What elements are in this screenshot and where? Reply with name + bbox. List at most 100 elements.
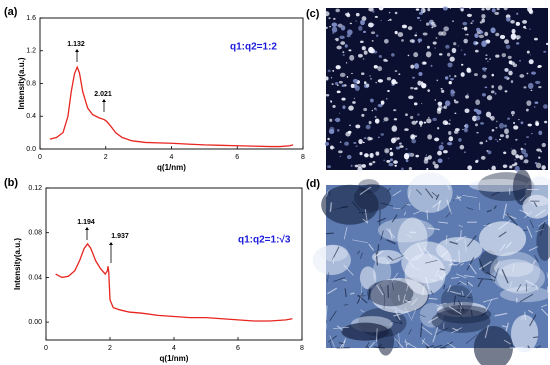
fiber	[425, 188, 434, 199]
crystal	[534, 101, 539, 104]
crystal	[527, 6, 533, 12]
crystal	[474, 49, 479, 53]
crystal	[398, 73, 401, 75]
crystal	[454, 100, 459, 104]
crystal	[423, 121, 427, 124]
crystal	[513, 125, 519, 130]
crystal	[536, 148, 542, 152]
fiber	[367, 288, 371, 301]
crystal	[481, 18, 485, 23]
crystal	[425, 154, 428, 156]
crystal	[462, 21, 468, 26]
crystal	[475, 41, 479, 45]
fiber	[524, 311, 526, 321]
x-tick-label: 8	[301, 154, 305, 161]
crystal	[516, 37, 519, 40]
crystal	[466, 33, 469, 36]
crystal	[489, 116, 492, 119]
fiber	[412, 210, 422, 215]
shade	[496, 262, 546, 294]
crystal	[416, 16, 420, 19]
fiber	[465, 334, 477, 344]
crystal	[476, 131, 479, 134]
crystal	[388, 11, 391, 14]
fiber	[426, 344, 435, 349]
crystal	[507, 55, 512, 60]
fiber	[325, 232, 334, 235]
crystal	[443, 105, 448, 109]
crystal	[405, 113, 408, 117]
shade	[512, 169, 532, 206]
arrow-head	[75, 49, 79, 52]
crystal	[418, 11, 423, 15]
fiber	[497, 219, 511, 231]
crystal	[450, 91, 455, 97]
crystal	[463, 38, 468, 44]
crystal	[444, 76, 449, 80]
fiber	[535, 228, 544, 233]
crystal	[369, 98, 374, 103]
fiber	[533, 201, 538, 207]
crystal	[421, 82, 427, 89]
crystal	[447, 62, 453, 68]
shade	[397, 217, 428, 261]
fiber	[448, 258, 458, 268]
crystal	[362, 141, 365, 144]
micrograph	[326, 8, 548, 170]
panel-label: (d)	[306, 178, 320, 190]
crystal	[438, 31, 443, 36]
fiber	[501, 269, 509, 284]
fiber	[460, 230, 462, 238]
fiber	[451, 327, 463, 334]
fiber	[434, 327, 449, 336]
crystal	[434, 137, 440, 142]
crystal	[507, 117, 511, 120]
fiber	[445, 235, 448, 245]
crystal	[538, 156, 541, 159]
crystal	[505, 134, 509, 139]
fiber	[398, 294, 400, 301]
crystal	[427, 134, 433, 140]
fiber	[420, 323, 423, 338]
fiber	[451, 276, 460, 279]
crystal	[491, 73, 494, 77]
x-tick-label: 2	[108, 345, 112, 352]
fiber	[521, 313, 526, 321]
crystal	[523, 25, 526, 29]
crystal	[336, 90, 341, 94]
fiber	[494, 260, 500, 270]
x-tick-label: 6	[236, 345, 240, 352]
crystal	[469, 7, 472, 10]
fiber	[379, 283, 385, 294]
crystal	[496, 7, 500, 11]
crystal	[496, 120, 498, 123]
crystal	[327, 69, 331, 73]
fiber	[436, 302, 447, 307]
fiber	[368, 243, 374, 251]
fiber	[375, 251, 379, 266]
crystal	[425, 51, 432, 58]
fiber	[333, 206, 348, 210]
shade	[319, 244, 348, 262]
crystal	[365, 83, 370, 88]
crystal	[491, 85, 495, 89]
crystal	[339, 141, 342, 143]
crystal	[496, 140, 499, 143]
fiber	[405, 339, 408, 348]
crystal	[331, 26, 338, 33]
crystal	[331, 22, 338, 27]
crystal	[434, 99, 437, 101]
fiber	[505, 241, 512, 249]
crystal	[458, 137, 462, 142]
fiber	[416, 189, 422, 196]
fiber	[356, 292, 364, 304]
fiber	[519, 293, 534, 303]
fiber	[447, 342, 456, 349]
crystal	[375, 109, 378, 111]
crystal	[340, 41, 346, 45]
crystal	[368, 120, 372, 125]
plot-frame	[39, 17, 304, 150]
crystal	[529, 54, 532, 56]
crystal	[444, 100, 451, 107]
y-tick-label: 1.2	[26, 48, 36, 55]
